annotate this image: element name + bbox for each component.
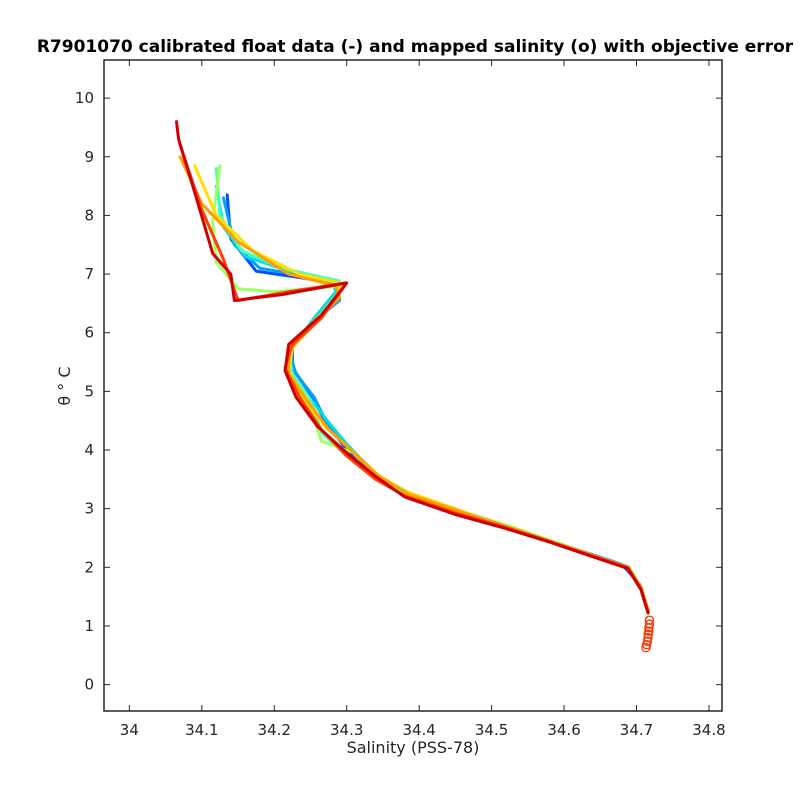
series-line-9 bbox=[175, 120, 650, 615]
mapped-point-3 bbox=[644, 623, 654, 633]
x-tick-label: 34.6 bbox=[547, 721, 580, 739]
x-tick-label: 34.2 bbox=[258, 721, 291, 739]
y-tick-label: 8 bbox=[84, 206, 94, 224]
axes-box bbox=[103, 59, 723, 712]
mapped-point-5 bbox=[643, 629, 653, 639]
y-tick-label: 9 bbox=[84, 148, 94, 166]
mapped-point-9 bbox=[641, 643, 651, 653]
mapped-point-7 bbox=[642, 636, 653, 646]
chart-title: R7901070 calibrated float data (-) and m… bbox=[37, 37, 794, 57]
y-tick-label: 1 bbox=[84, 617, 94, 635]
x-tick-label: 34.7 bbox=[620, 721, 653, 739]
y-tick-label: 4 bbox=[84, 441, 94, 459]
y-axis-label: θ ° C bbox=[55, 366, 74, 405]
x-tick-label: 34.1 bbox=[185, 721, 218, 739]
x-tick-label: 34.4 bbox=[402, 721, 435, 739]
plot-area bbox=[175, 120, 655, 653]
y-tick-label: 5 bbox=[84, 382, 94, 400]
mapped-point-6 bbox=[643, 633, 653, 643]
y-tick-label: 6 bbox=[84, 324, 94, 342]
mapped-point-2 bbox=[644, 619, 655, 629]
y-tick-label: 2 bbox=[84, 558, 94, 576]
x-tick-label: 34 bbox=[120, 721, 139, 739]
y-tick-label: 3 bbox=[84, 500, 94, 518]
x-axis-label: Salinity (PSS-78) bbox=[347, 738, 480, 757]
y-tick-label: 10 bbox=[75, 89, 94, 107]
x-tick-label: 34.8 bbox=[692, 721, 725, 739]
x-tick-label: 34.5 bbox=[475, 721, 508, 739]
y-tick-label: 0 bbox=[84, 676, 94, 694]
x-tick-label: 34.3 bbox=[330, 721, 363, 739]
y-tick-label: 7 bbox=[84, 265, 94, 283]
